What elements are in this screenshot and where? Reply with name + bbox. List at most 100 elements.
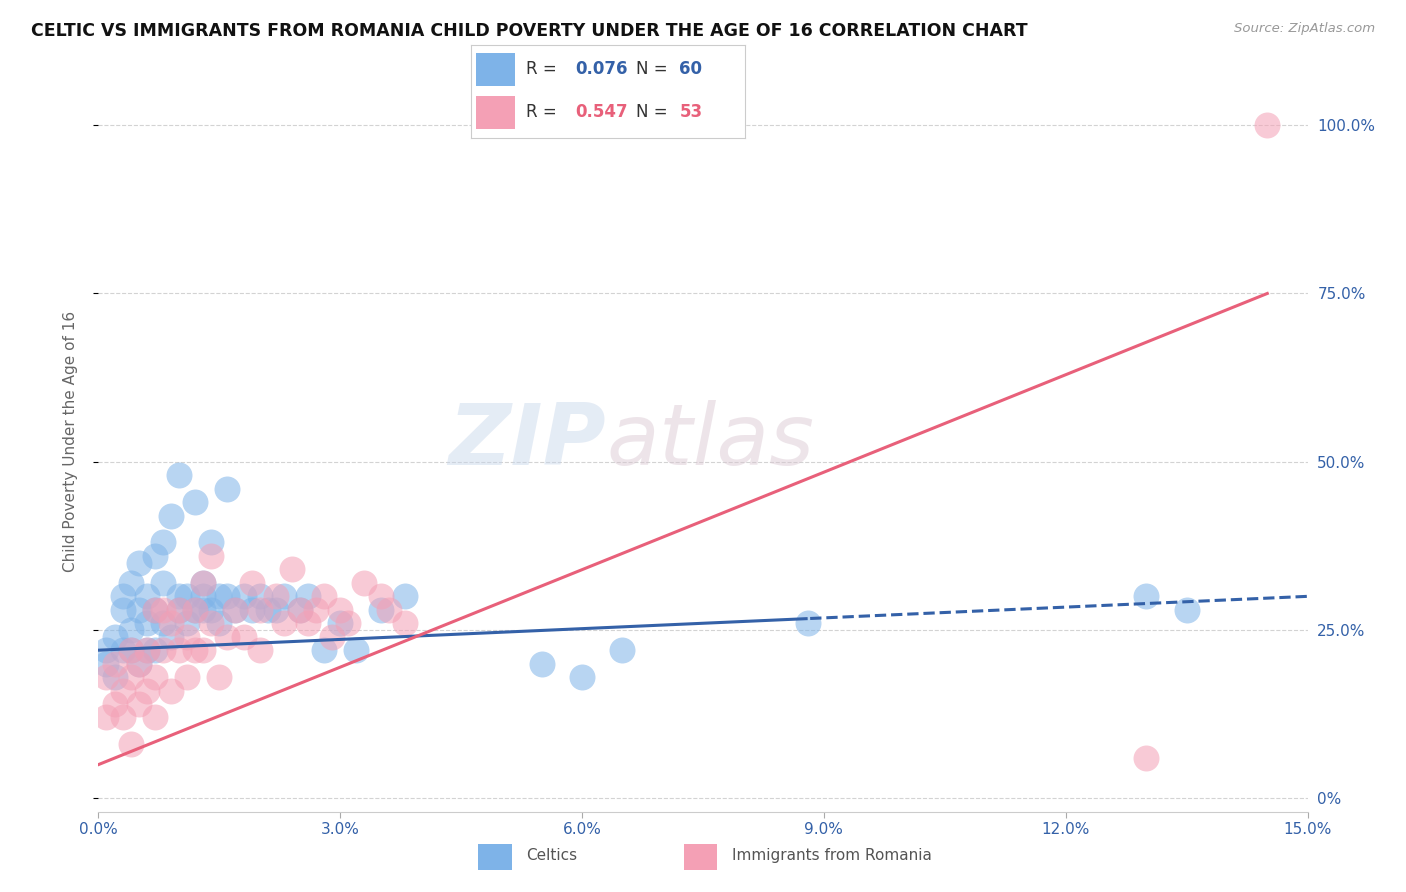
Point (571, 670, 593, 684)
Point (135, 643, 157, 657)
Point (329, 603, 352, 617)
Point (224, 603, 246, 617)
Point (1175, 603, 1198, 617)
Point (167, 468, 190, 483)
Point (193, 603, 215, 617)
Point (111, 603, 134, 617)
Point (321, 630, 343, 644)
Point (111, 683, 134, 698)
Point (96, 670, 118, 684)
Point (135, 683, 157, 698)
Point (232, 630, 254, 644)
Point (208, 616, 231, 631)
Point (193, 575, 215, 590)
Point (249, 603, 271, 617)
Point (314, 643, 336, 657)
Text: 53: 53 (679, 103, 703, 121)
Point (200, 603, 222, 617)
Point (103, 630, 125, 644)
Point (103, 697, 125, 711)
Text: Immigrants from Romania: Immigrants from Romania (731, 848, 932, 863)
Point (120, 575, 142, 590)
Point (176, 630, 198, 644)
Text: N =: N = (636, 60, 672, 78)
Point (152, 616, 174, 631)
Point (1135, 751, 1157, 765)
Point (264, 590, 287, 604)
Point (111, 590, 134, 604)
Point (143, 603, 166, 617)
Point (370, 590, 392, 604)
Point (344, 643, 367, 657)
Point (353, 575, 375, 590)
Point (143, 710, 166, 724)
FancyBboxPatch shape (477, 96, 515, 129)
Point (184, 643, 207, 657)
Point (120, 738, 142, 752)
FancyBboxPatch shape (477, 53, 515, 86)
Point (120, 643, 142, 657)
Point (337, 616, 360, 631)
Point (135, 643, 157, 657)
Point (103, 657, 125, 671)
Text: atlas: atlas (606, 400, 814, 483)
Point (152, 575, 174, 590)
Point (96, 657, 118, 671)
Point (612, 643, 634, 657)
Point (530, 657, 553, 671)
FancyBboxPatch shape (478, 844, 512, 870)
Y-axis label: Child Poverty Under the Age of 16: Child Poverty Under the Age of 16 (63, 311, 77, 572)
Point (160, 508, 183, 523)
Point (208, 670, 231, 684)
Point (120, 623, 142, 637)
Point (264, 603, 287, 617)
Point (184, 495, 207, 509)
Point (256, 603, 278, 617)
Point (184, 603, 207, 617)
Point (249, 643, 271, 657)
Point (200, 616, 222, 631)
Point (797, 616, 820, 631)
Point (305, 603, 328, 617)
Text: 60: 60 (679, 60, 703, 78)
Point (370, 603, 392, 617)
Point (249, 590, 271, 604)
Point (1256, 118, 1278, 132)
Point (167, 643, 190, 657)
Point (128, 556, 150, 570)
Point (160, 683, 183, 698)
Point (135, 590, 157, 604)
Point (193, 575, 215, 590)
Point (176, 670, 198, 684)
Point (143, 643, 166, 657)
Point (394, 590, 416, 604)
Point (111, 710, 134, 724)
Point (160, 616, 183, 631)
Point (103, 670, 125, 684)
Point (200, 535, 222, 549)
Point (160, 630, 183, 644)
Text: R =: R = (526, 60, 562, 78)
Point (128, 657, 150, 671)
Point (143, 670, 166, 684)
Text: Source: ZipAtlas.com: Source: ZipAtlas.com (1234, 22, 1375, 36)
Point (143, 549, 166, 563)
Point (135, 616, 157, 631)
Text: CELTIC VS IMMIGRANTS FROM ROMANIA CHILD POVERTY UNDER THE AGE OF 16 CORRELATION : CELTIC VS IMMIGRANTS FROM ROMANIA CHILD … (31, 22, 1028, 40)
Point (297, 590, 319, 604)
Point (217, 630, 239, 644)
Point (394, 616, 416, 631)
Point (329, 616, 352, 631)
Point (193, 590, 215, 604)
Point (217, 482, 239, 496)
Point (232, 590, 254, 604)
Point (167, 603, 190, 617)
Point (273, 590, 295, 604)
Point (184, 603, 207, 617)
Text: ZIP: ZIP (449, 400, 606, 483)
Point (120, 670, 142, 684)
Point (314, 590, 336, 604)
FancyBboxPatch shape (683, 844, 717, 870)
Point (281, 562, 304, 576)
Text: 0.076: 0.076 (575, 60, 627, 78)
